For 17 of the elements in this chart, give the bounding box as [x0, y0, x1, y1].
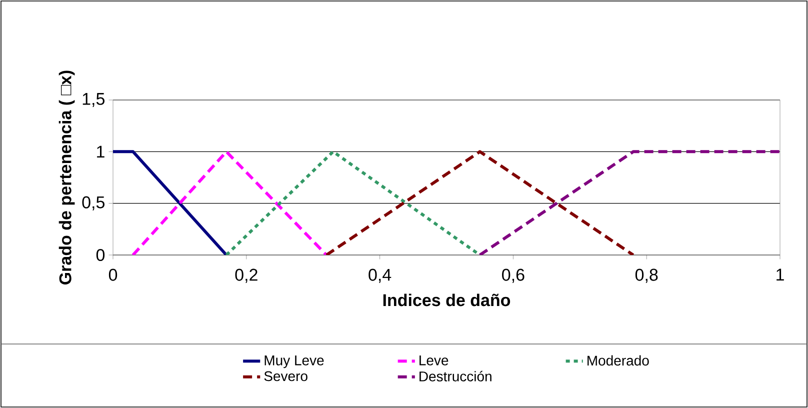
- y-tick-label: 0,5: [82, 196, 104, 210]
- x-axis-title: Indices de daño: [383, 294, 510, 306]
- x-tick-label: 1: [776, 268, 784, 280]
- legend-label: Severo: [264, 371, 308, 382]
- y-tick-label: 1: [97, 146, 104, 158]
- x-tick-label: 0,2: [235, 268, 258, 283]
- x-tick-label: 0,4: [368, 268, 392, 283]
- legend-label: Leve: [420, 356, 448, 366]
- x-tick-label: 0: [108, 268, 118, 281]
- legend-label: Muy Leve: [264, 356, 324, 368]
- y-axis-title: Grado de pertenencia ( □x): [58, 70, 75, 284]
- x-tick-label: 0,8: [635, 268, 658, 283]
- x-tick-label: 0,6: [502, 268, 524, 283]
- y-tick-label: 1,5: [82, 93, 104, 107]
- legend-label: Moderado: [588, 355, 649, 366]
- y-tick-label: 0: [96, 248, 105, 262]
- legend-label: Destrucción: [420, 370, 492, 382]
